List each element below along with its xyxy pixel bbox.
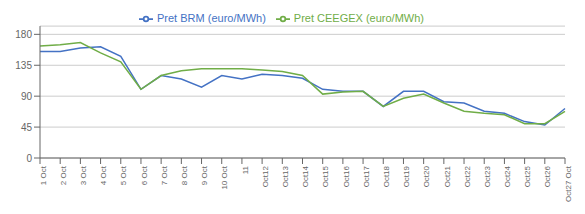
- svg-text:Oct18: Oct18: [382, 165, 391, 187]
- svg-text:Oct16: Oct16: [342, 165, 351, 187]
- svg-text:4 Oct: 4 Oct: [99, 165, 108, 185]
- svg-text:Oct24: Oct24: [503, 165, 512, 187]
- svg-text:Oct14: Oct14: [301, 165, 310, 187]
- svg-text:Oct23: Oct23: [483, 165, 492, 187]
- svg-text:135: 135: [15, 60, 32, 71]
- svg-text:Oct12: Oct12: [261, 165, 270, 187]
- svg-text:45: 45: [21, 122, 33, 133]
- svg-text:Oct25: Oct25: [523, 165, 532, 187]
- svg-text:Oct22: Oct22: [463, 165, 472, 187]
- svg-text:7 Oct: 7 Oct: [160, 165, 169, 185]
- svg-text:Oct19: Oct19: [402, 165, 411, 187]
- html-text:Pret BRM (euro/MWh): Pret BRM (euro/MWh): [157, 12, 266, 24]
- svg-text:6 Oct: 6 Oct: [140, 165, 149, 185]
- svg-text:5 Oct: 5 Oct: [119, 165, 128, 185]
- svg-text:Oct27 Oct: Oct27 Oct: [564, 165, 573, 202]
- svg-text:1 Oct: 1 Oct: [39, 165, 48, 185]
- svg-text:Oct13: Oct13: [281, 165, 290, 187]
- svg-text:90: 90: [21, 91, 33, 102]
- svg-text:Oct20: Oct20: [422, 165, 431, 187]
- svg-text:3 Oct: 3 Oct: [79, 165, 88, 185]
- svg-text:10 Oct: 10 Oct: [220, 165, 229, 189]
- svg-text:11: 11: [241, 165, 250, 174]
- svg-text:Oct26: Oct26: [543, 165, 552, 187]
- html-text:Pret CEEGEX (euro/MWh): Pret CEEGEX (euro/MWh): [293, 12, 424, 24]
- svg-text:Oct17: Oct17: [362, 165, 371, 187]
- svg-text:Oct15: Oct15: [321, 165, 330, 187]
- svg-text:2 Oct: 2 Oct: [59, 165, 68, 185]
- svg-text:8 Oct: 8 Oct: [180, 165, 189, 185]
- svg-text:180: 180: [15, 29, 32, 40]
- svg-text:9 Oct: 9 Oct: [200, 165, 209, 185]
- svg-text:Oct21: Oct21: [443, 165, 452, 187]
- svg-text:0: 0: [26, 153, 32, 164]
